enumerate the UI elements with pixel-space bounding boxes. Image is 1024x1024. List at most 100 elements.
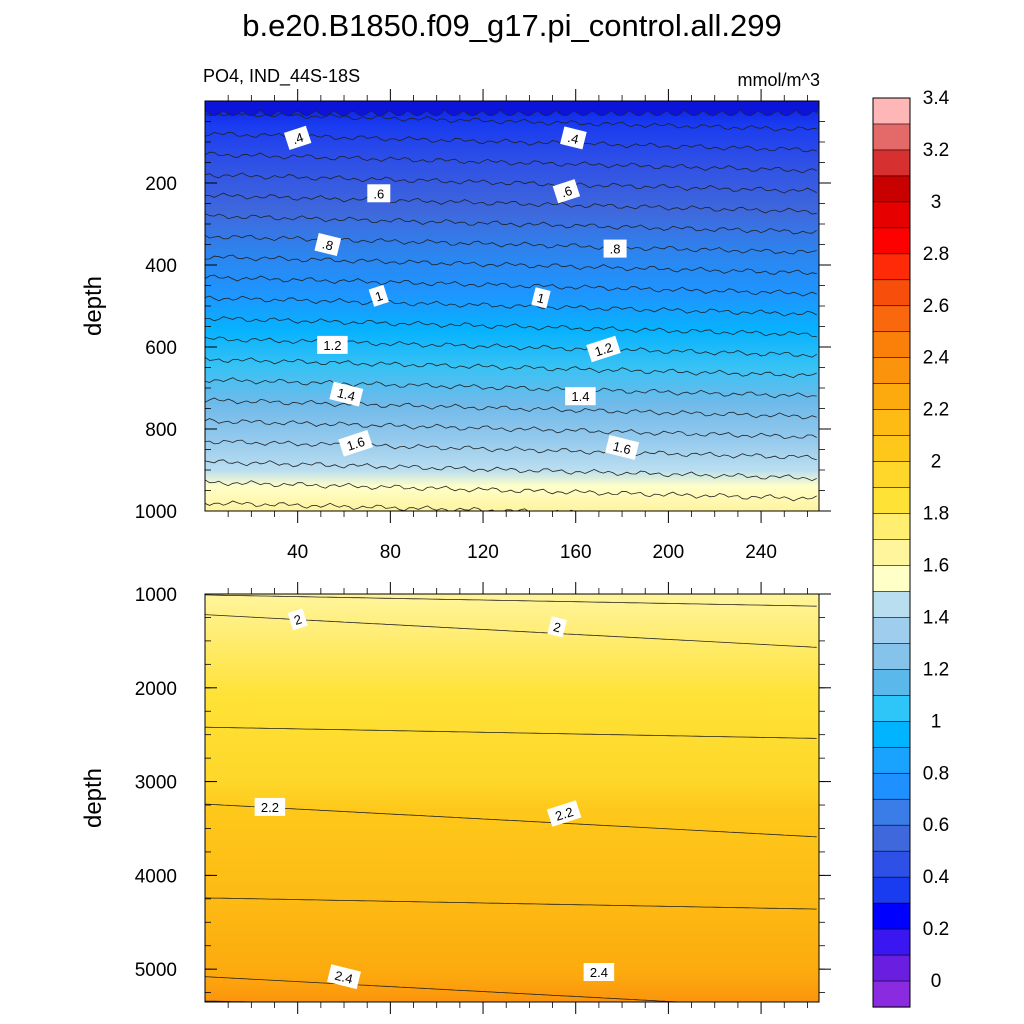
contour-label-box: [552, 179, 581, 204]
contour-line: [205, 803, 817, 838]
contour-label-box: [314, 232, 342, 257]
contour-label-text: 1.4: [571, 389, 589, 404]
contour-label-box: [329, 381, 364, 407]
contour-label-text: 2: [552, 619, 563, 635]
colorbar-box: [872, 876, 911, 904]
contour-line: [205, 459, 817, 482]
x-tick-label: 160: [560, 542, 592, 563]
contour-label-box: [367, 184, 391, 203]
contour-label-text: 2.2: [553, 804, 575, 824]
contour-label-box: [605, 434, 640, 460]
contour-label: 1.4: [565, 387, 596, 406]
units-label: mmol/m^3: [738, 70, 820, 90]
contour-label: 1: [368, 284, 389, 307]
y-tick-label: 5000: [135, 960, 177, 981]
contour-label-box: [283, 125, 312, 151]
contour-label: .6: [552, 179, 581, 204]
colorbar-box: [872, 305, 911, 333]
colorbar-box: [872, 357, 911, 385]
lower-plot-fill: [205, 594, 819, 1002]
contour-line: [205, 234, 817, 255]
variable-label: PO4, IND_44S-18S: [203, 66, 360, 87]
colorbar-box: [872, 746, 911, 774]
contour-label: 1.6: [338, 430, 373, 457]
contour-line: [205, 172, 817, 194]
contour-label-box: [317, 335, 348, 354]
contour-label: 1.6: [605, 434, 640, 460]
x-tick-label: 80: [380, 542, 401, 563]
y-tick-label: 1000: [135, 502, 177, 523]
contour-label-box: [583, 963, 615, 981]
contour-label-box: [547, 616, 567, 638]
contour-label-box: [287, 608, 308, 631]
colorbar-box: [872, 331, 911, 359]
contour-line: [205, 439, 817, 461]
x-tick-label: 200: [653, 542, 685, 563]
colorbar-box: [872, 279, 911, 307]
colorbar-label: 2.2: [923, 400, 949, 421]
contour-label-text: 1.4: [336, 385, 357, 404]
colorbar-box: [872, 617, 911, 644]
contour-label-text: 1: [373, 288, 385, 305]
colorbar-box: [872, 798, 911, 826]
x-tick-label: 240: [745, 542, 777, 563]
colorbar-box: [872, 824, 911, 852]
contour-label: 2: [547, 616, 567, 638]
colorbar-box: [872, 435, 911, 463]
contour-label: 2.2: [254, 797, 286, 816]
contour-label-text: .6: [373, 186, 384, 201]
contour-label-text: 1.2: [593, 340, 615, 360]
upper-contour-labels: .4 .4 .6 .6 .8 .8 1 1 1.2 1.2 1.4 1.4 1.6 1.6: [283, 125, 640, 460]
contour-label-box: [586, 335, 621, 363]
colorbar-box: [872, 123, 911, 151]
contour-label: 2.4: [327, 964, 361, 990]
colorbar-frame: [872, 97, 911, 1008]
upper-contour-lines: [205, 101, 819, 511]
x-tick-label: 120: [467, 542, 499, 563]
contour-label-text: 2.2: [261, 800, 279, 815]
colorbar-label: 1.4: [923, 607, 950, 628]
lower-contour-labels: 2 2 2.2 2.2 2.4 2.4: [254, 608, 615, 990]
contour-line: [205, 213, 817, 235]
contour-label-box: [603, 239, 627, 258]
contour-label: .4: [283, 125, 312, 151]
contour-line: [205, 192, 817, 215]
colorbar-label: 2: [931, 452, 942, 473]
contour-line: [205, 500, 575, 511]
colorbar-label: 1.6: [923, 556, 949, 577]
contour-label: 2.2: [546, 800, 582, 827]
contour-label: 2.4: [583, 963, 615, 981]
lower-panel: 2 2 2.2 2.2 2.4 2.4 1000 2000 3000 4000 5000 dept…: [80, 582, 831, 1014]
contour-label-box: [531, 287, 551, 309]
contour-label: 1.4: [329, 381, 364, 407]
contour-label-box: [368, 284, 389, 307]
contour-label-box: [327, 964, 361, 990]
contour-line: [205, 418, 817, 440]
colorbar-box: [872, 772, 911, 800]
colorbar-box: [872, 97, 911, 125]
contour-label-text: .4: [290, 130, 305, 148]
contour-line: [205, 316, 817, 338]
colorbar-label: 0: [931, 971, 942, 992]
contour-line: [205, 897, 817, 910]
contour-line: [205, 594, 817, 607]
colorbar-label: 0.8: [923, 763, 949, 784]
colorbar-label: 2.8: [923, 244, 949, 265]
colorbar-box: [872, 201, 911, 229]
contour-line: [205, 479, 817, 502]
colorbar-box: [872, 902, 911, 930]
contour-label-box: [254, 797, 286, 816]
contour-label-text: .4: [566, 130, 580, 147]
colorbar-box: [872, 227, 911, 255]
colorbar-box: [872, 487, 911, 515]
colorbar-label: 3.2: [923, 140, 949, 161]
contour-label-text: .8: [321, 236, 335, 253]
contour-line: [205, 111, 817, 132]
contour-label: .8: [603, 239, 627, 258]
colorbar-box: [872, 149, 911, 177]
colorbar-box: [872, 669, 911, 696]
contour-line: [205, 976, 687, 1002]
contour-line: [205, 614, 817, 648]
contour-line: [205, 336, 817, 358]
contour-label-text: 1.6: [611, 438, 632, 457]
